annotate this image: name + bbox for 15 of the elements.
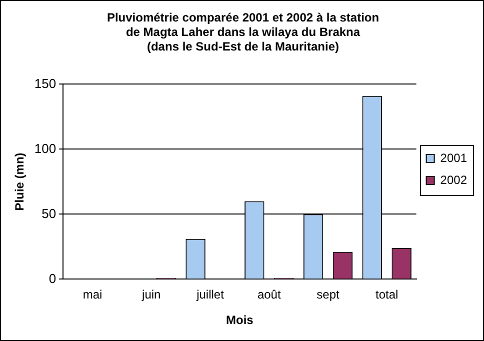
x-tick-label: juin (141, 288, 161, 302)
y-tick-label: 150 (34, 76, 56, 91)
x-tick-label: total (376, 288, 398, 302)
x-tick-label: juillet (196, 288, 225, 302)
x-axis-title: Mois (226, 313, 254, 328)
x-tick-label: sept (316, 288, 340, 302)
x-tick-label: août (257, 288, 282, 302)
chart-title: Pluviométrie comparée 2001 et 2002 à la station de Magta Laher dans la wilaya du Brakna (dans le Sud-Est de la Mauritanie) (106, 10, 380, 54)
y-tick-label: 100 (34, 140, 56, 156)
y-tick-label: 50 (42, 206, 56, 221)
y-axis-title: Pluie (mn) (12, 152, 27, 211)
x-tick-label: mai (82, 288, 102, 302)
legend-label: 2001 (440, 150, 468, 165)
legend-label: 2002 (440, 172, 468, 187)
y-tick-label: 0 (48, 270, 56, 286)
